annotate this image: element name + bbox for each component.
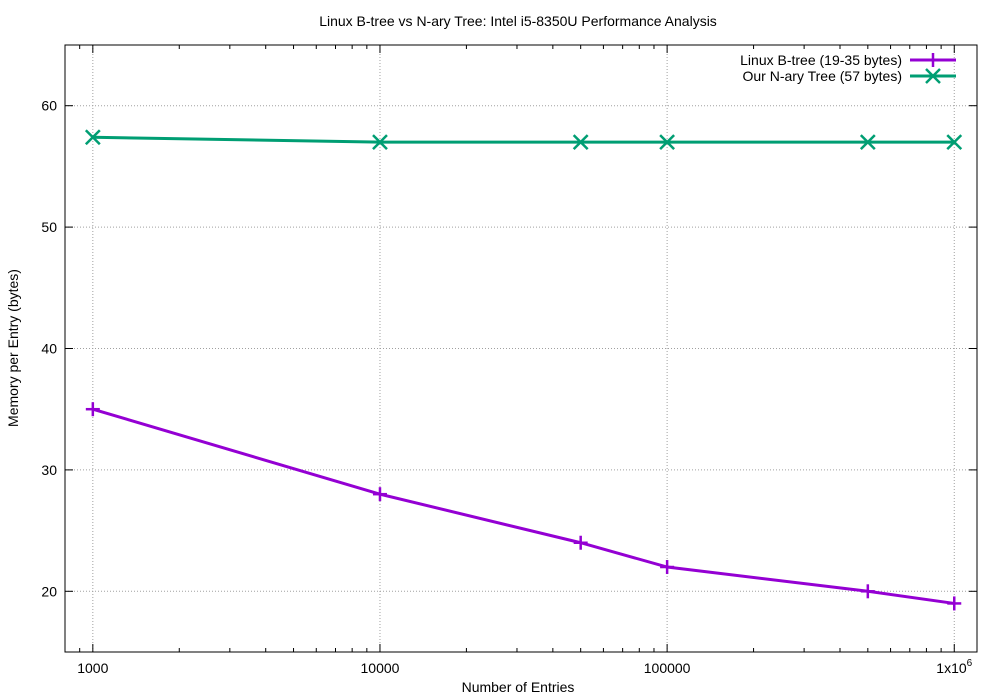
legend-label: Our N-ary Tree (57 bytes): [743, 68, 903, 84]
data-point: [85, 402, 100, 417]
series-layer: [84, 129, 963, 611]
marker-stroke: [859, 134, 876, 151]
x-tick-label: 100000: [644, 660, 691, 676]
y-tick-label: 30: [41, 462, 57, 478]
legend-item: Our N-ary Tree (57 bytes): [743, 68, 956, 84]
legend: Linux B-tree (19-35 bytes)Our N-ary Tree…: [740, 52, 956, 84]
x-tick-label-exponent: 6: [967, 658, 973, 669]
data-point: [660, 560, 675, 575]
y-tick-label: 60: [41, 98, 57, 114]
x-tick-label-text: 1x10: [936, 660, 967, 676]
x-axis-label: Number of Entries: [462, 679, 575, 695]
data-point: [860, 584, 875, 599]
data-point: [573, 535, 588, 550]
data-point: [859, 134, 876, 151]
y-axis: 20 30 40 50 60: [41, 98, 977, 599]
y-tick-label: 50: [41, 219, 57, 235]
data-point: [84, 129, 101, 146]
legend-marker: [926, 53, 940, 67]
y-axis-label: Memory per Entry (bytes): [5, 269, 21, 427]
data-point: [372, 134, 388, 151]
x-axis: 1000 10000 100000 1x106: [64, 45, 973, 676]
marker-stroke: [372, 134, 388, 151]
x-tick-label: 10000: [361, 660, 400, 676]
series-line: [92, 407, 955, 605]
series-1: [84, 129, 963, 151]
x-tick-label-text: 10000: [361, 660, 400, 676]
marker-stroke: [84, 129, 101, 146]
legend-marker: [925, 68, 941, 84]
chart-title: Linux B-tree vs N-ary Tree: Intel i5-835…: [319, 13, 717, 29]
y-tick-label: 20: [41, 583, 57, 599]
marker-stroke: [946, 134, 963, 151]
data-point: [659, 134, 676, 151]
x-tick-label-text: 100000: [644, 660, 691, 676]
x-tick-label-text: 1000: [77, 660, 108, 676]
series-0: [85, 402, 962, 611]
y-tick-label: 40: [41, 341, 57, 357]
data-point: [947, 596, 962, 611]
marker-stroke: [925, 68, 941, 84]
grid: [65, 45, 977, 652]
marker-stroke: [572, 134, 589, 151]
data-point: [946, 134, 963, 151]
series-line: [92, 135, 955, 144]
data-point: [372, 487, 387, 502]
x-tick-label: 1x106: [936, 658, 972, 676]
data-point: [572, 134, 589, 151]
marker-stroke: [659, 134, 676, 151]
x-tick-label: 1000: [77, 660, 108, 676]
legend-label: Linux B-tree (19-35 bytes): [740, 52, 902, 68]
legend-item: Linux B-tree (19-35 bytes): [740, 52, 956, 68]
